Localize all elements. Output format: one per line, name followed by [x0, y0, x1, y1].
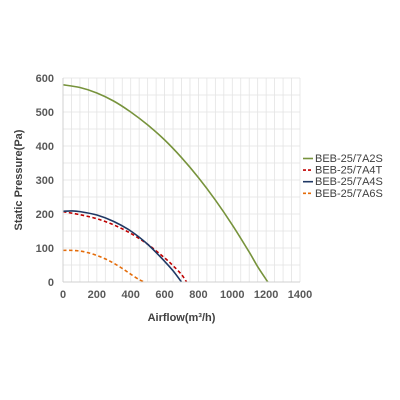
x-tick-label: 200	[88, 289, 106, 301]
y-tick-label: 0	[48, 277, 54, 289]
y-tick-label: 200	[36, 209, 54, 221]
x-axis-ticks: 0 200 400 600 800 1000 1200 1400	[60, 289, 312, 301]
grid	[62, 77, 301, 283]
x-tick-label: 1400	[288, 289, 312, 301]
series-line-3	[62, 210, 183, 283]
x-tick-label: 400	[122, 289, 140, 301]
series-layer	[62, 84, 269, 283]
x-tick-label: 1000	[220, 289, 244, 301]
x-tick-label: 1200	[254, 289, 278, 301]
y-axis-ticks: 0 100 200 300 400 500 600	[36, 73, 54, 289]
x-axis-title: Airflow(m³/h)	[148, 312, 216, 324]
axis-lines	[62, 78, 300, 283]
y-tick-label: 400	[36, 141, 54, 153]
series-line-2	[62, 210, 188, 283]
y-tick-label: 100	[36, 243, 54, 255]
x-tick-label: 600	[155, 289, 173, 301]
legend-label: BEB-25/7A6S	[315, 188, 383, 200]
series-line-4	[62, 249, 145, 283]
x-tick-label: 800	[189, 289, 207, 301]
y-axis-title: Static Pressure(Pa)	[13, 129, 25, 230]
legend: BEB-25/7A2SBEB-25/7A4TBEB-25/7A4SBEB-25/…	[303, 153, 383, 200]
x-tick-label: 0	[60, 289, 66, 301]
legend-label: BEB-25/7A2S	[315, 153, 383, 165]
series-line-1	[62, 84, 269, 283]
y-tick-label: 500	[36, 107, 54, 119]
legend-label: BEB-25/7A4S	[315, 176, 383, 188]
legend-label: BEB-25/7A4T	[315, 165, 383, 177]
y-tick-label: 300	[36, 175, 54, 187]
y-tick-label: 600	[36, 73, 54, 85]
